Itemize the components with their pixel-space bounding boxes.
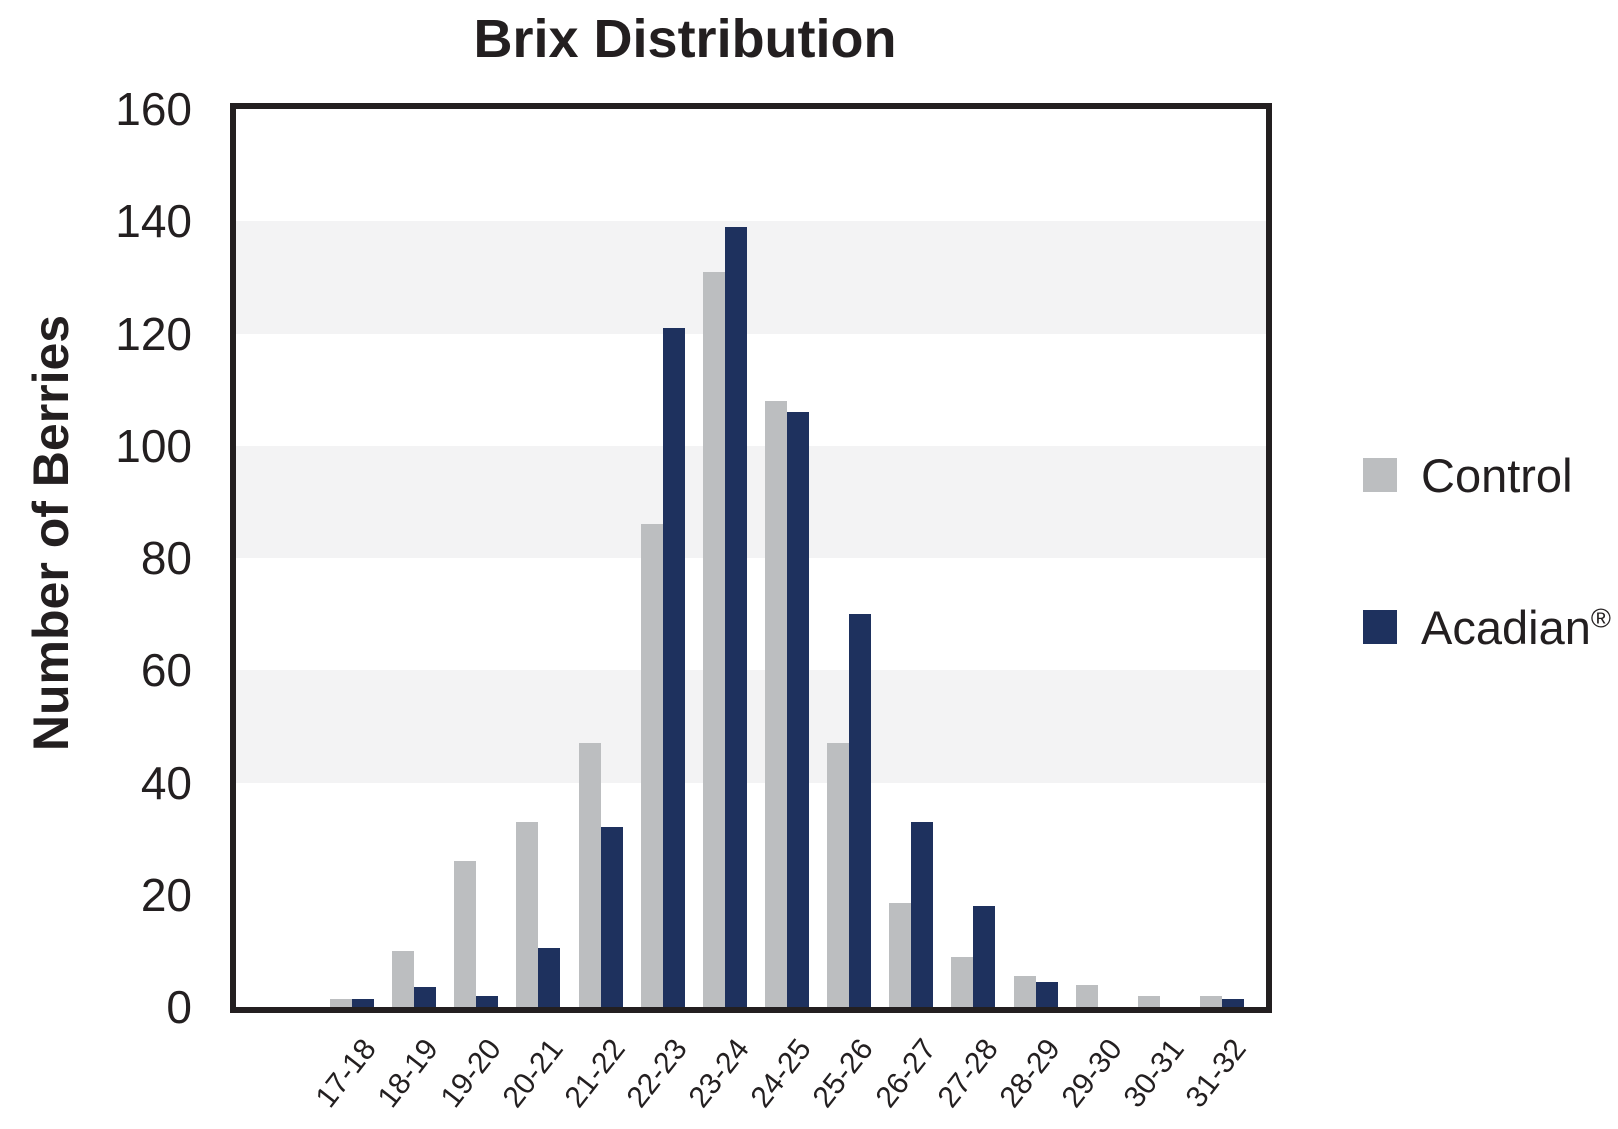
bar-acadian: [911, 821, 934, 1007]
x-axis-tick-label: 28-29: [993, 1033, 1067, 1114]
bar-acadian: [662, 327, 685, 1007]
bar-group: [1013, 976, 1058, 1007]
x-axis-tick-label: 23-24: [682, 1033, 756, 1114]
bar-control: [454, 861, 477, 1007]
bar-acadian: [600, 827, 623, 1007]
bar-group: [702, 226, 747, 1007]
x-axis-tick-label: 21-22: [558, 1033, 632, 1114]
x-axis-tick-label: 24-25: [744, 1033, 818, 1114]
x-axis-tick-label: 17-18: [309, 1033, 384, 1114]
bar-acadian: [1221, 998, 1244, 1007]
x-axis-tick-label: 19-20: [434, 1033, 508, 1114]
x-axis-tick-label: 31-32: [1179, 1033, 1253, 1114]
bar-group: [1199, 995, 1244, 1007]
grid-band: [236, 445, 1266, 558]
legend-item-control: Control: [1363, 449, 1611, 502]
bar-control: [951, 956, 974, 1007]
bar-control: [330, 998, 352, 1007]
y-axis-tick-label: 0: [166, 981, 192, 1033]
y-axis-tick-label: 40: [140, 756, 192, 809]
y-axis-tick-label: 120: [115, 307, 192, 360]
bar-acadian: [973, 905, 996, 1007]
grid-band: [236, 670, 1266, 783]
bar-group: [516, 821, 561, 1007]
x-axis-tick-label: 20-21: [496, 1033, 570, 1114]
acadian-swatch-icon: [1363, 610, 1397, 644]
y-axis-tick-label: 20: [140, 868, 192, 921]
bar-control: [392, 950, 415, 1007]
y-axis-tick-label: 160: [115, 83, 192, 135]
legend-item-acadian: Acadian®: [1363, 601, 1611, 654]
bar-group: [392, 950, 437, 1007]
bar-acadian: [849, 614, 872, 1007]
bar-group: [951, 905, 996, 1007]
bar-control: [702, 271, 725, 1007]
x-axis-tick-label: 25-26: [806, 1033, 881, 1114]
bar-acadian: [786, 412, 809, 1007]
bar-acadian: [1035, 981, 1058, 1007]
bar-acadian: [538, 948, 561, 1007]
grid-band: [236, 221, 1266, 334]
legend-label-acadian: Acadian®: [1421, 600, 1611, 654]
x-axis-tick-label: 22-23: [620, 1033, 694, 1114]
bar-acadian: [724, 226, 747, 1007]
bar-control: [889, 903, 912, 1007]
legend-label-control: Control: [1421, 448, 1573, 502]
bar-control: [1013, 976, 1036, 1007]
bar-group: [578, 743, 623, 1007]
plot-area: [230, 103, 1272, 1013]
bar-acadian: [352, 998, 374, 1007]
legend: Control Acadian®: [1363, 449, 1611, 654]
chart-title: Brix Distribution: [473, 9, 897, 69]
x-axis-tick-label: 18-19: [371, 1033, 446, 1114]
x-axis-tick-label: 26-27: [869, 1033, 943, 1114]
plot-inner: [236, 109, 1266, 1007]
bar-group: [1137, 995, 1182, 1007]
bar-control: [578, 743, 601, 1007]
registered-mark: ®: [1590, 601, 1611, 633]
bar-control: [1075, 984, 1098, 1007]
bar-acadian: [476, 995, 499, 1007]
y-axis-tick-label: 60: [140, 644, 192, 697]
bar-group: [1075, 984, 1120, 1007]
bar-control: [516, 821, 539, 1007]
control-swatch-icon: [1363, 458, 1397, 492]
bar-control: [640, 524, 663, 1007]
x-axis-tick-labels: 17-18 18-19 19-20 20-21 21-22 22-23 23-24 24-25…: [236, 1013, 1266, 1129]
bar-control: [1199, 995, 1222, 1007]
x-axis-tick-label: 30-31: [1117, 1033, 1191, 1114]
bar-group: [640, 327, 685, 1007]
bar-group: [454, 861, 499, 1007]
bar-control: [1137, 995, 1160, 1007]
bar-acadian: [414, 987, 437, 1007]
bar-control: [764, 400, 787, 1007]
x-axis-tick-label: 27-28: [931, 1033, 1005, 1114]
bar-group: [330, 998, 374, 1007]
bar-group: [827, 614, 872, 1007]
y-axis-tick-label: 80: [140, 532, 192, 584]
y-axis-tick-label: 140: [115, 195, 192, 248]
bar-group: [764, 400, 809, 1007]
bar-control: [827, 743, 850, 1007]
y-axis-tick-label: 100: [115, 419, 192, 472]
y-axis-tick-labels: 0 20 40 60 80 100 120 140 160: [0, 83, 192, 1033]
bar-group: [889, 821, 934, 1007]
x-axis-tick-label: 29-30: [1055, 1033, 1129, 1114]
